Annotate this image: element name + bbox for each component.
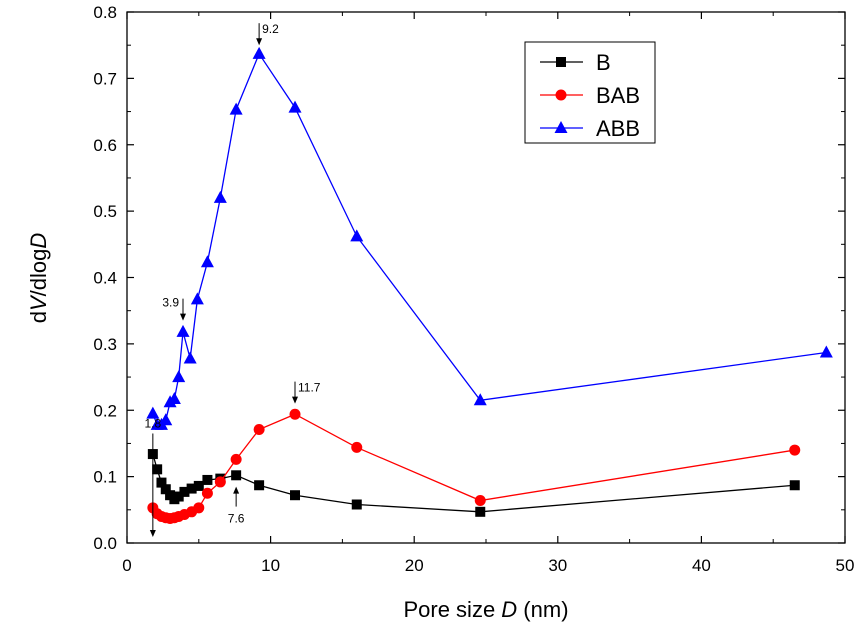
legend-label: B: [596, 50, 611, 75]
y-tick-label: 0.0: [93, 534, 117, 553]
series-b-point: [156, 477, 167, 488]
series-abb-point: [159, 413, 173, 426]
annotation-arrow-head: [256, 38, 263, 46]
legend-swatch-marker: [555, 89, 567, 101]
series-abb-point: [350, 229, 364, 242]
series-bab-line: [152, 413, 795, 520]
series-bab-point: [201, 487, 213, 499]
series-b: [147, 449, 800, 517]
annotation-3-9: 3.9: [162, 296, 187, 321]
y-tick-label: 0.4: [93, 269, 117, 288]
y-axis-title: dV/dlogD: [26, 233, 51, 324]
series-abb-point: [146, 406, 160, 419]
series-b-point: [152, 464, 163, 475]
series-abb-point: [473, 393, 487, 406]
legend-box: [524, 41, 656, 144]
annotation-7-6: 7.6: [228, 486, 245, 526]
axes: 0 10 20 30 40 50 0.0 0.1 0.2 0.3 0.4 0.5 0.6 0.7 0.8: [93, 3, 854, 575]
series-b-point: [789, 480, 800, 491]
series-b-point: [160, 484, 171, 495]
x-tick-label: 30: [548, 556, 567, 575]
series-bab-point: [789, 444, 801, 456]
series-bab-point: [253, 423, 265, 435]
annotation-label: 9.2: [262, 22, 279, 36]
series-layer: [146, 46, 833, 524]
x-axis-title: Pore size D (nm): [403, 597, 568, 622]
series-b-point: [173, 491, 184, 502]
series-abb-point: [819, 345, 833, 358]
series-b-line: [152, 453, 795, 513]
x-tick-label: 10: [261, 556, 280, 575]
series-bab-point: [214, 476, 226, 488]
x-tick-label: 0: [122, 556, 131, 575]
series-abb-point: [176, 324, 190, 337]
annotation-arrow-head: [180, 313, 187, 321]
legend-swatch-marker: [556, 57, 566, 67]
series-b-point: [290, 490, 301, 501]
y-tick-label: 0.5: [93, 202, 117, 221]
series-b-point: [202, 474, 213, 485]
x-tick-label: 20: [405, 556, 424, 575]
annotation-arrow-head: [233, 486, 240, 494]
series-b-point: [254, 480, 265, 491]
series-abb-point: [190, 292, 204, 305]
legend: B BAB ABB: [524, 41, 656, 144]
y-tick-label: 0.3: [93, 335, 117, 354]
series-abb-point: [183, 351, 197, 364]
annotation-11-7: 11.7: [292, 381, 321, 404]
annotation-1-8: 1.8: [145, 416, 162, 537]
series-abb-point: [167, 391, 181, 404]
series-abb-point: [213, 190, 227, 203]
series-b-point: [186, 483, 197, 494]
y-tick-label: 0.2: [93, 401, 117, 420]
legend-item-bab: BAB: [540, 83, 640, 108]
series-bab: [147, 408, 801, 524]
annotation-layer: 1.8 3.9 9.2 11.7 7.6: [145, 22, 321, 537]
series-b-point: [193, 480, 204, 491]
legend-swatch-marker: [554, 121, 568, 133]
series-bab-point: [289, 408, 301, 420]
x-tick-label: 40: [692, 556, 711, 575]
series-abb-point: [288, 100, 302, 113]
series-abb-point: [200, 255, 214, 268]
legend-label: ABB: [596, 116, 640, 141]
annotation-arrow-head: [292, 396, 299, 404]
annotation-9-2: 9.2: [256, 22, 279, 46]
series-abb: [146, 46, 833, 430]
series-bab-point: [193, 502, 205, 514]
y-tick-label: 0.8: [93, 3, 117, 22]
y-tick-label: 0.7: [93, 69, 117, 88]
legend-item-b: B: [540, 50, 611, 75]
annotation-label: 7.6: [228, 512, 245, 526]
series-b-point: [179, 486, 190, 497]
series-bab-point: [230, 453, 242, 465]
annotation-label: 1.8: [145, 416, 162, 430]
y-tick-label: 0.6: [93, 136, 117, 155]
series-b-point: [231, 470, 242, 481]
legend-item-abb: ABB: [540, 116, 640, 141]
x-tick-label: 50: [836, 556, 855, 575]
series-abb-point: [229, 102, 243, 115]
series-b-point: [351, 499, 362, 510]
series-abb-line: [152, 52, 827, 426]
series-b-point: [475, 506, 486, 517]
series-abb-point: [252, 46, 266, 59]
legend-label: BAB: [596, 83, 640, 108]
annotation-label: 11.7: [298, 381, 321, 395]
y-tick-label: 0.1: [93, 468, 117, 487]
series-bab-point: [351, 441, 363, 453]
annotation-arrow-head: [149, 530, 156, 537]
series-bab-point: [474, 495, 486, 507]
series-abb-point: [172, 370, 186, 383]
annotation-label: 3.9: [162, 296, 179, 310]
